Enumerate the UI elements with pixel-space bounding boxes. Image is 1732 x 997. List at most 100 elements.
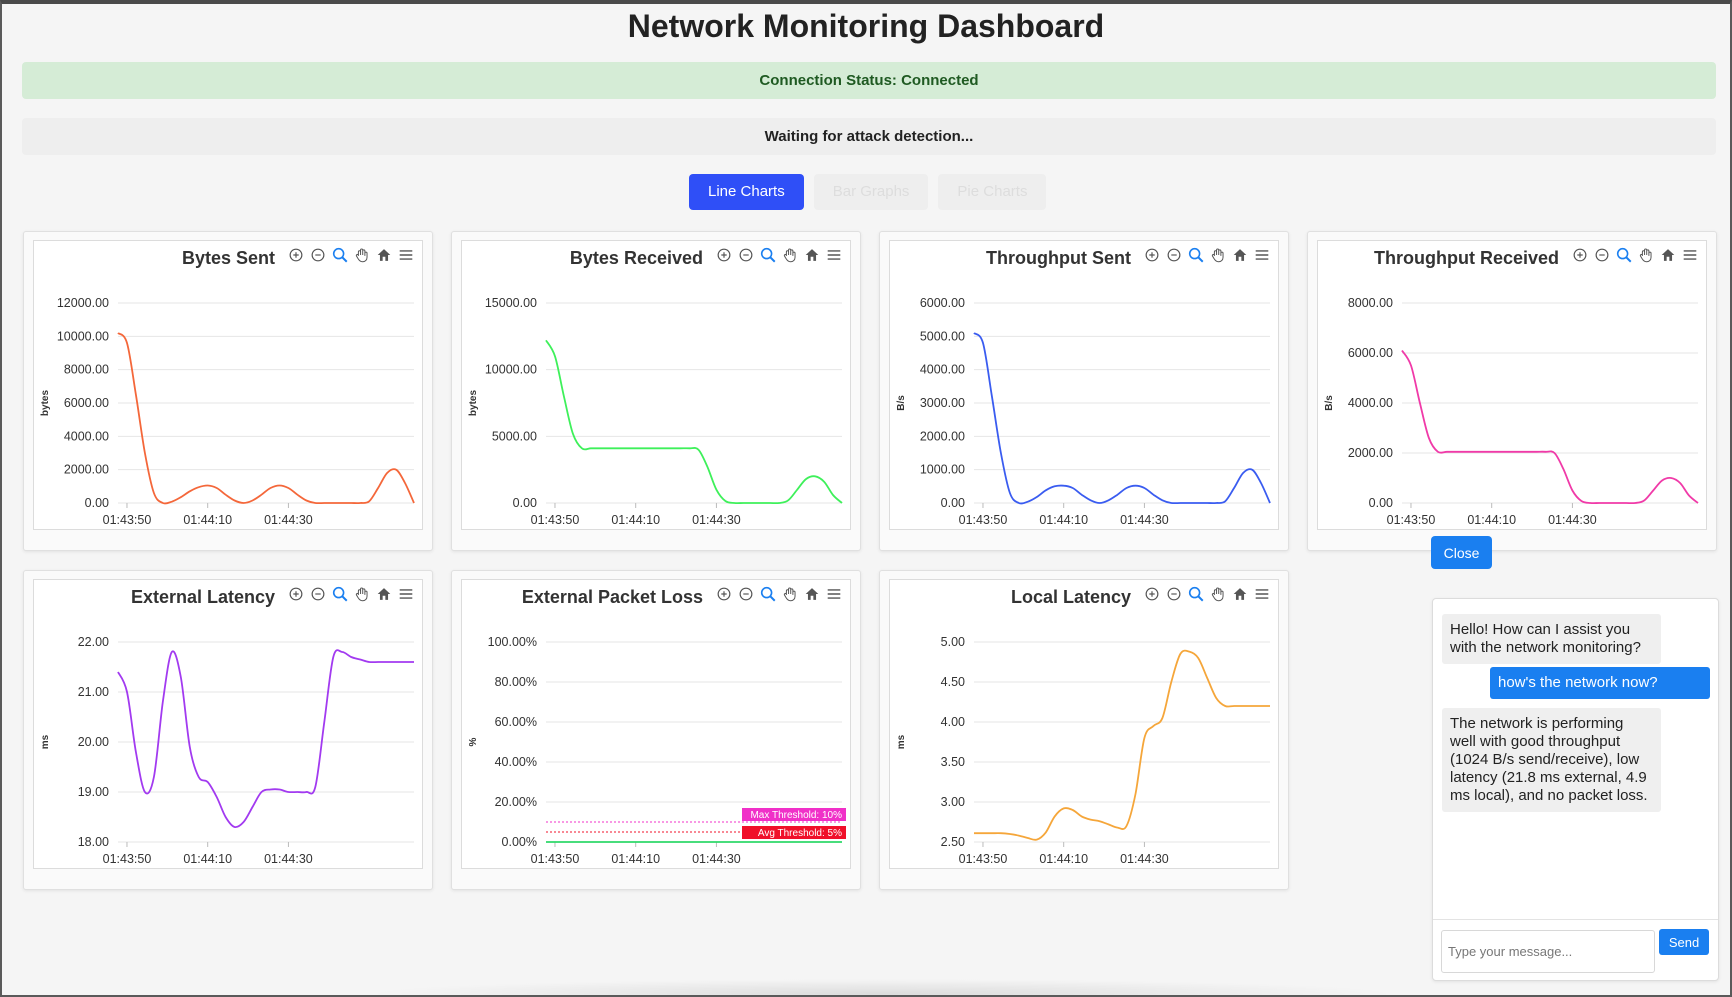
y-tick-label: 21.00 [78, 685, 109, 699]
chart-toolbar [714, 584, 844, 604]
chart-type-tabs: Line Charts Bar Graphs Pie Charts [689, 174, 1047, 210]
chat-close-button[interactable]: Close [1431, 536, 1492, 569]
x-tick-label: 01:43:50 [959, 513, 1008, 527]
y-tick-label: 10000.00 [485, 363, 537, 377]
chart-toolbar [286, 584, 416, 604]
zoom-out-icon[interactable] [736, 245, 756, 265]
zoom-select-icon[interactable] [1186, 584, 1206, 604]
pan-hand-icon[interactable] [780, 584, 800, 604]
zoom-select-icon[interactable] [758, 584, 778, 604]
chart-svg: 0.00% 20.00% 40.00% 60.00% 80.00% 100.00% 01:4… [468, 635, 846, 866]
page-title: Network Monitoring Dashboard [627, 8, 1105, 44]
series-line [117, 332, 415, 505]
home-icon[interactable] [1230, 584, 1250, 604]
tab-pie-charts[interactable]: Pie Charts [938, 174, 1047, 210]
zoom-select-icon[interactable] [330, 584, 350, 604]
chat-message-bot: Hello! How can I assist you with the net… [1442, 614, 1661, 664]
x-tick-label: 01:44:10 [1039, 852, 1088, 866]
y-tick-label: 2000.00 [920, 429, 965, 443]
y-tick-label: 10000.00 [57, 329, 109, 343]
home-icon[interactable] [1230, 245, 1250, 265]
x-tick-label: 01:43:50 [531, 513, 580, 527]
y-axis-label: ms [896, 734, 907, 749]
y-tick-label: 100.00% [488, 635, 537, 649]
pan-hand-icon[interactable] [1636, 245, 1656, 265]
chat-message-input[interactable] [1441, 930, 1655, 973]
zoom-out-icon[interactable] [736, 584, 756, 604]
zoom-out-icon[interactable] [1164, 245, 1184, 265]
y-tick-label: 5.00 [941, 635, 965, 649]
tab-line-charts[interactable]: Line Charts [689, 174, 804, 210]
chart-svg: 0.00 2000.00 4000.00 6000.00 8000.00 01:43:50… [1324, 296, 1699, 527]
zoom-in-icon[interactable] [714, 584, 734, 604]
chart-svg: 2.50 3.00 3.50 4.00 4.50 5.00 01:43:50 01:44:10… [896, 635, 1270, 866]
zoom-select-icon[interactable] [1186, 245, 1206, 265]
chat-panel: Hello! How can I assist you with the net… [1432, 598, 1719, 981]
zoom-in-icon[interactable] [286, 245, 306, 265]
pan-hand-icon[interactable] [780, 245, 800, 265]
pan-hand-icon[interactable] [352, 245, 372, 265]
y-tick-label: 0.00 [941, 496, 965, 510]
zoom-out-icon[interactable] [308, 245, 328, 265]
x-tick-label: 01:44:10 [183, 852, 232, 866]
y-tick-label: 18.00 [78, 835, 109, 849]
y-tick-label: 2.50 [941, 835, 965, 849]
zoom-in-icon[interactable] [286, 584, 306, 604]
y-tick-label: 6000.00 [64, 396, 109, 410]
menu-icon[interactable] [396, 584, 416, 604]
series-line [545, 339, 843, 505]
menu-icon[interactable] [1252, 584, 1272, 604]
menu-icon[interactable] [1680, 245, 1700, 265]
series-line [117, 649, 414, 829]
zoom-out-icon[interactable] [308, 584, 328, 604]
zoom-out-icon[interactable] [1164, 584, 1184, 604]
series-line [974, 649, 1270, 841]
x-tick-label: 01:43:50 [959, 852, 1008, 866]
chart-card: 0.00 5000.00 10000.00 15000.00 01:43:50 01:44… [451, 231, 861, 551]
menu-icon[interactable] [1252, 245, 1272, 265]
home-icon[interactable] [374, 584, 394, 604]
chart-title: Bytes Received [569, 248, 703, 268]
zoom-select-icon[interactable] [1614, 245, 1634, 265]
pan-hand-icon[interactable] [1208, 584, 1228, 604]
menu-icon[interactable] [824, 245, 844, 265]
pan-hand-icon[interactable] [352, 584, 372, 604]
x-tick-label: 01:44:30 [1548, 513, 1597, 527]
x-tick-label: 01:44:10 [1039, 513, 1088, 527]
zoom-in-icon[interactable] [1570, 245, 1590, 265]
y-tick-label: 4000.00 [64, 429, 109, 443]
y-tick-label: 6000.00 [920, 296, 965, 310]
x-tick-label: 01:44:30 [692, 513, 741, 527]
threshold-label-bg [742, 808, 846, 821]
threshold-label-bg [742, 826, 846, 839]
x-tick-label: 01:44:30 [1120, 513, 1169, 527]
y-tick-label: 40.00% [495, 755, 537, 769]
x-tick-label: 01:44:10 [611, 852, 660, 866]
menu-icon[interactable] [396, 245, 416, 265]
x-tick-label: 01:43:50 [1387, 513, 1436, 527]
zoom-out-icon[interactable] [1592, 245, 1612, 265]
y-tick-label: 60.00% [495, 715, 537, 729]
y-tick-label: 3.00 [941, 795, 965, 809]
menu-icon[interactable] [824, 584, 844, 604]
send-button[interactable]: Send [1659, 929, 1709, 955]
x-tick-label: 01:44:30 [692, 852, 741, 866]
y-tick-label: 2000.00 [1348, 446, 1393, 460]
y-tick-label: 20.00 [78, 735, 109, 749]
pan-hand-icon[interactable] [1208, 245, 1228, 265]
zoom-in-icon[interactable] [1142, 245, 1162, 265]
attack-status-bar: Waiting for attack detection... [22, 118, 1716, 155]
zoom-select-icon[interactable] [758, 245, 778, 265]
home-icon[interactable] [374, 245, 394, 265]
tab-bar-graphs[interactable]: Bar Graphs [813, 174, 929, 210]
series-line [973, 332, 1271, 505]
x-tick-label: 01:44:10 [611, 513, 660, 527]
zoom-select-icon[interactable] [330, 245, 350, 265]
x-tick-label: 01:43:50 [103, 513, 152, 527]
home-icon[interactable] [1658, 245, 1678, 265]
chart-toolbar [1570, 245, 1700, 265]
home-icon[interactable] [802, 584, 822, 604]
zoom-in-icon[interactable] [714, 245, 734, 265]
zoom-in-icon[interactable] [1142, 584, 1162, 604]
home-icon[interactable] [802, 245, 822, 265]
